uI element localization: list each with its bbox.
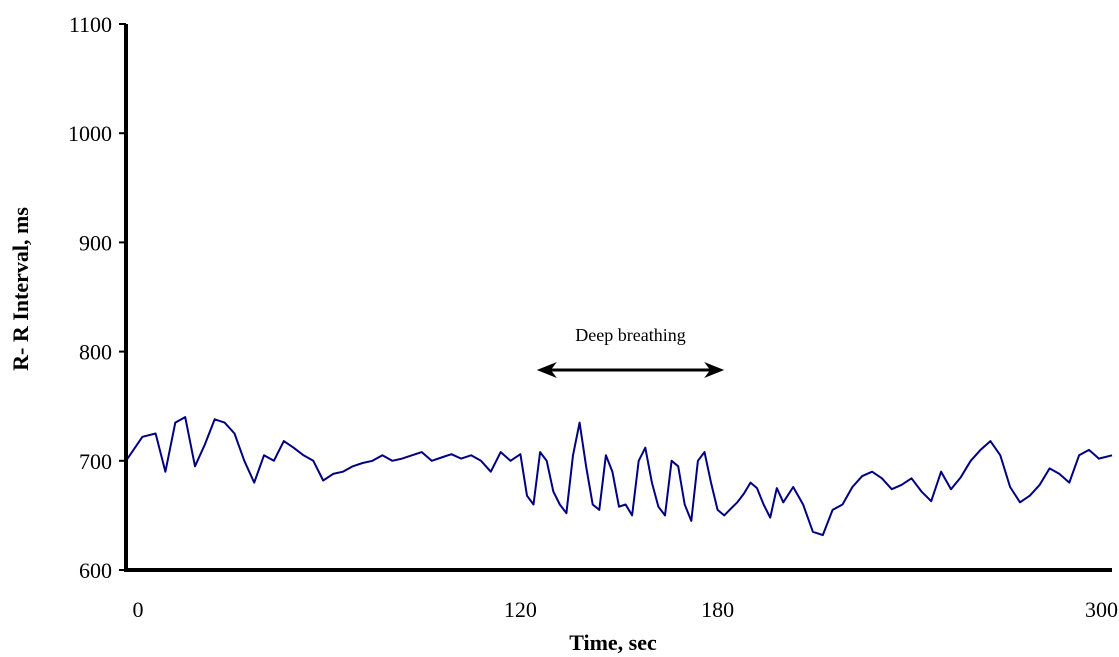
annotation-label: Deep breathing — [575, 325, 685, 345]
x-tick-label: 0 — [133, 597, 144, 622]
y-tick-label: 600 — [79, 558, 112, 583]
x-axis-title: Time, sec — [569, 630, 657, 655]
series-layer — [125, 416, 1113, 537]
x-tick-label: 180 — [701, 597, 734, 622]
x-tick-label: 300 — [1085, 597, 1118, 622]
y-tick-label: 900 — [79, 230, 112, 255]
y-tick-label: 1000 — [68, 121, 112, 146]
y-tick-label: 700 — [79, 449, 112, 474]
annotation-arrowhead-left — [536, 362, 557, 378]
y-tick-label: 800 — [79, 340, 112, 365]
x-axis-ticks: 0 120 180 300 — [133, 597, 1119, 622]
y-tick-label: 1100 — [69, 12, 112, 37]
series-line-0 — [125, 416, 1113, 537]
annotation-layer: Deep breathing — [536, 325, 725, 378]
y-axis-ticks: 600 700 800 900 1000 1100 — [68, 12, 126, 583]
y-axis-title: R- R Interval, ms — [8, 207, 33, 371]
annotation-arrowhead-right — [704, 362, 725, 378]
x-tick-label: 120 — [504, 597, 537, 622]
